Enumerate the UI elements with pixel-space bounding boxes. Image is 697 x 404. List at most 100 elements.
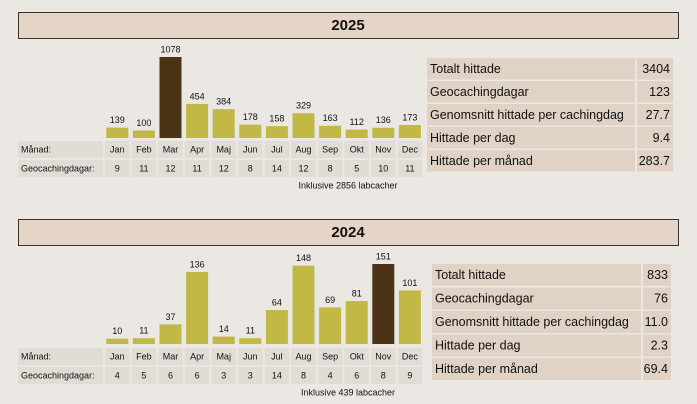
month-label: Okt — [350, 351, 365, 361]
days-value: 14 — [272, 163, 282, 173]
stat-label-cell — [427, 104, 635, 126]
days-value: 12 — [165, 163, 175, 173]
bar — [292, 265, 315, 344]
stat-value: 9.4 — [653, 131, 670, 145]
month-label: Nov — [375, 144, 392, 154]
month-cell — [238, 141, 263, 158]
stat-value-cell — [643, 334, 671, 357]
month-label: Apr — [190, 144, 204, 154]
month-cell — [184, 141, 210, 158]
stat-value: 11.0 — [645, 315, 668, 329]
days-value: 11 — [139, 163, 148, 173]
bar — [239, 124, 262, 138]
days-cell — [397, 367, 423, 384]
stat-value-cell — [643, 264, 671, 286]
month-label: Mar — [163, 144, 179, 154]
days-cell — [211, 160, 236, 177]
days-cell — [184, 367, 210, 384]
stat-value-cell — [643, 358, 671, 380]
days-cell — [371, 160, 396, 177]
month-cell — [158, 348, 183, 365]
stat-value-cell — [637, 127, 673, 149]
days-value: 11 — [192, 163, 201, 173]
days-cell — [238, 160, 263, 177]
stat-label-cell — [432, 287, 641, 310]
days-value: 6 — [195, 370, 200, 380]
value-label: 136 — [190, 259, 205, 269]
days-value: 6 — [354, 370, 359, 380]
note: Inklusive 439 labcacher — [301, 387, 395, 397]
month-label: Mar — [163, 351, 179, 361]
month-label: Maj — [216, 351, 231, 361]
value-label: 139 — [110, 115, 125, 125]
days-cell — [131, 367, 157, 384]
stat-value-cell — [643, 287, 671, 310]
days-value: 11 — [405, 163, 414, 173]
month-cell — [317, 141, 343, 158]
bar — [319, 307, 342, 344]
stat-value-cell — [637, 58, 673, 80]
value-label: 11 — [246, 326, 255, 336]
note: Inklusive 2856 labcacher — [298, 180, 397, 190]
stat-label-cell — [427, 127, 635, 149]
stat-label: Hittade per månad — [435, 362, 538, 376]
days-cell — [105, 160, 130, 177]
month-cell — [158, 141, 183, 158]
row-label: Månad: — [21, 351, 51, 361]
days-value: 4 — [115, 370, 120, 380]
days-cell — [158, 160, 183, 177]
row-label: Månad: — [21, 144, 51, 154]
section-header — [18, 219, 679, 246]
month-cell — [211, 348, 236, 365]
days-value: 3 — [221, 370, 226, 380]
stat-label: Totalt hittade — [430, 62, 501, 76]
bar — [132, 130, 155, 138]
row-label: Geocachingdagar: — [21, 163, 95, 173]
value-label: 100 — [136, 118, 151, 128]
month-label: Maj — [216, 144, 231, 154]
month-cell — [131, 348, 157, 365]
month-cell — [105, 141, 130, 158]
month-label: Jul — [271, 144, 283, 154]
days-value: 8 — [248, 163, 253, 173]
bar — [398, 125, 421, 138]
bar — [265, 126, 288, 138]
stat-label: Hittade per dag — [430, 131, 516, 145]
days-cell — [211, 367, 236, 384]
days-value: 14 — [272, 370, 282, 380]
month-cell — [211, 141, 236, 158]
bar — [372, 127, 395, 138]
month-cell — [397, 141, 423, 158]
stat-value: 2.3 — [651, 339, 668, 353]
stat-label-cell — [432, 264, 641, 286]
month-label: Jul — [271, 351, 283, 361]
bar — [398, 290, 421, 344]
value-label: 163 — [323, 113, 338, 123]
month-label: Dec — [402, 351, 419, 361]
stat-value: 27.7 — [646, 108, 670, 122]
stat-label-cell — [432, 358, 641, 380]
days-value: 5 — [141, 370, 146, 380]
days-value: 10 — [378, 163, 388, 173]
month-label: Jan — [110, 351, 125, 361]
stat-label: Genomsnitt hittade per cachingdag — [430, 108, 624, 122]
stat-label-cell — [432, 334, 641, 357]
days-cell — [158, 367, 183, 384]
stat-label: Hittade per dag — [435, 339, 521, 353]
section-header — [18, 12, 679, 39]
days-cell — [184, 160, 210, 177]
month-cell — [344, 348, 369, 365]
value-label: 64 — [272, 297, 282, 307]
days-cell — [317, 367, 343, 384]
days-value: 9 — [407, 370, 412, 380]
days-cell — [371, 367, 396, 384]
stat-value-cell — [637, 150, 673, 172]
bar — [319, 125, 342, 138]
stat-value: 833 — [647, 268, 668, 282]
bar — [159, 57, 182, 138]
value-label: 81 — [352, 288, 362, 298]
month-cell — [131, 141, 157, 158]
row-label-cell — [18, 348, 103, 365]
stat-value: 76 — [654, 292, 668, 306]
